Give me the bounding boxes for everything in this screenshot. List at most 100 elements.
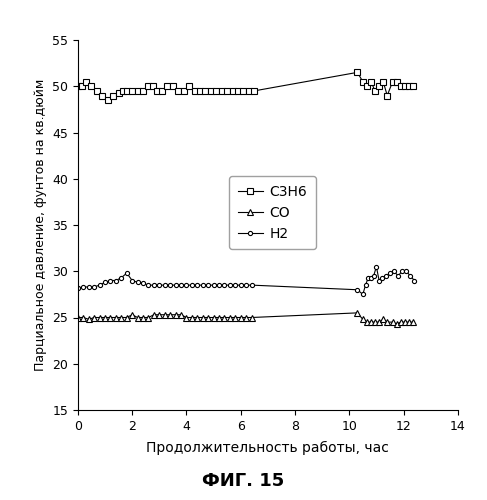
Legend: C3H6, CO, H2: C3H6, CO, H2 xyxy=(229,176,316,249)
H2 xyxy=(249,282,255,288)
C3H6 xyxy=(394,78,400,84)
C3H6 xyxy=(398,84,404,89)
C3H6 xyxy=(203,88,208,94)
H2 xyxy=(118,274,124,280)
C3H6 xyxy=(364,84,370,89)
H2 xyxy=(75,285,81,291)
CO xyxy=(390,319,395,325)
H2 xyxy=(216,282,222,288)
H2 xyxy=(189,282,195,288)
C3H6 xyxy=(380,78,386,84)
CO xyxy=(178,312,184,318)
H2 xyxy=(376,278,382,283)
C3H6 xyxy=(360,78,366,84)
H2 xyxy=(184,282,189,288)
CO xyxy=(118,314,124,320)
C3H6 xyxy=(175,88,181,94)
C3H6 xyxy=(75,84,81,89)
H2 xyxy=(355,287,360,293)
H2 xyxy=(232,282,238,288)
C3H6 xyxy=(79,84,85,89)
H2 xyxy=(238,282,244,288)
CO xyxy=(410,319,416,325)
CO xyxy=(380,316,386,322)
CO xyxy=(222,314,227,320)
H2 xyxy=(412,278,417,283)
H2 xyxy=(140,280,146,286)
Line: C3H6: C3H6 xyxy=(75,70,416,103)
C3H6 xyxy=(224,88,230,94)
H2 xyxy=(108,278,113,283)
CO xyxy=(173,312,179,318)
H2 xyxy=(374,264,379,270)
H2 xyxy=(194,282,200,288)
CO xyxy=(140,314,146,320)
C3H6 xyxy=(124,88,130,94)
CO xyxy=(355,310,360,316)
C3H6 xyxy=(135,88,141,94)
CO xyxy=(80,314,86,320)
C3H6 xyxy=(246,88,252,94)
C3H6 xyxy=(83,78,89,84)
H2 xyxy=(227,282,233,288)
C3H6 xyxy=(213,88,219,94)
H2 xyxy=(135,280,141,285)
C3H6 xyxy=(165,84,170,89)
H2 xyxy=(129,278,135,283)
CO xyxy=(238,314,244,320)
C3H6 xyxy=(159,88,165,94)
C3H6 xyxy=(406,84,412,89)
CO xyxy=(135,314,141,320)
C3H6 xyxy=(402,84,408,89)
CO xyxy=(102,314,108,320)
H2 xyxy=(365,274,371,280)
X-axis label: Продолжительность работы, час: Продолжительность работы, час xyxy=(147,441,389,455)
Text: ФИГ. 15: ФИГ. 15 xyxy=(203,472,284,490)
H2 xyxy=(360,292,366,298)
C3H6 xyxy=(110,92,116,98)
H2 xyxy=(391,268,397,274)
H2 xyxy=(379,274,385,280)
H2 xyxy=(403,268,409,274)
C3H6 xyxy=(94,88,100,94)
CO xyxy=(368,319,374,325)
C3H6 xyxy=(150,84,155,89)
CO xyxy=(216,314,222,320)
C3H6 xyxy=(89,84,94,89)
H2 xyxy=(173,282,179,288)
C3H6 xyxy=(219,88,225,94)
CO xyxy=(200,314,206,320)
H2 xyxy=(205,282,211,288)
H2 xyxy=(97,282,103,288)
CO xyxy=(364,319,370,325)
CO xyxy=(124,314,130,320)
CO xyxy=(243,314,249,320)
H2 xyxy=(113,278,119,283)
H2 xyxy=(371,273,376,279)
C3H6 xyxy=(140,88,146,94)
H2 xyxy=(363,282,369,288)
CO xyxy=(398,319,404,325)
H2 xyxy=(222,282,227,288)
H2 xyxy=(383,273,389,279)
C3H6 xyxy=(368,78,374,84)
H2 xyxy=(80,284,86,290)
H2 xyxy=(211,282,217,288)
H2 xyxy=(102,280,108,285)
CO xyxy=(75,314,81,320)
CO xyxy=(151,312,157,318)
CO xyxy=(211,314,217,320)
CO xyxy=(184,314,189,320)
C3H6 xyxy=(154,88,160,94)
C3H6 xyxy=(129,88,135,94)
H2 xyxy=(124,270,130,276)
H2 xyxy=(91,284,97,290)
CO xyxy=(194,314,200,320)
C3H6 xyxy=(99,92,105,98)
H2 xyxy=(368,274,374,280)
CO xyxy=(402,319,408,325)
C3H6 xyxy=(376,84,382,89)
CO xyxy=(91,314,97,320)
H2 xyxy=(151,282,157,288)
CO xyxy=(156,312,162,318)
